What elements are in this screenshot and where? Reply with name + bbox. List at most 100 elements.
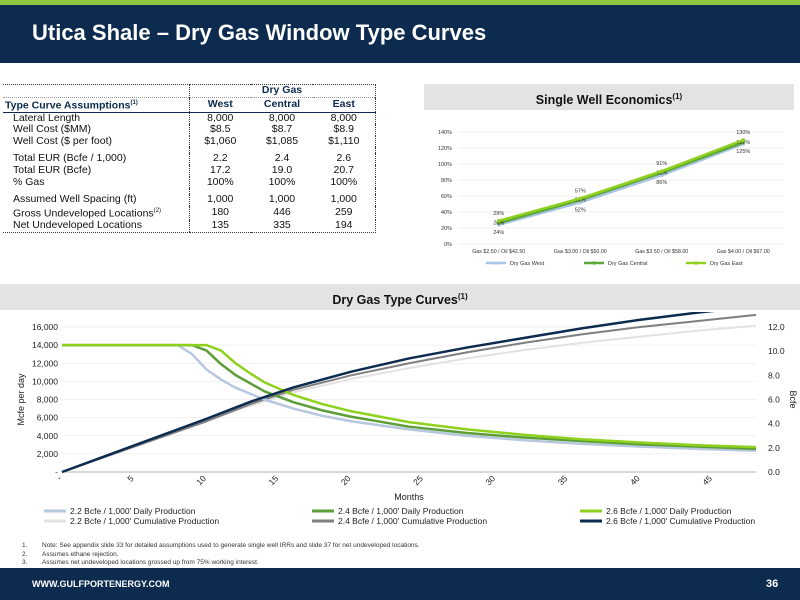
footer-bar: WWW.GULFPORTENERGY.COM 36 [0, 568, 800, 600]
data-point [741, 138, 746, 142]
x-tick-label: 20 [339, 473, 353, 487]
y2-tick-label: 4.0 [768, 419, 780, 429]
legend-marker [694, 261, 698, 265]
y-tick-label: 80% [441, 178, 452, 184]
series-line [62, 343, 757, 452]
type-curves-chart-svg: - 2,000 4,000 6,000 8,000 10,000 12,000 14,000 1… [16, 312, 798, 526]
data-label: 52% [575, 207, 586, 213]
series-line [498, 141, 744, 225]
data-label: 55% [575, 198, 586, 204]
legend-label: 2.2 Bcfe / 1,000' Cumulative Production [70, 516, 219, 526]
economics-chart-svg: 0% 20% 40% 60% 80% 100% 120% 140% Gas $2.50 / Oi… [438, 130, 784, 267]
economics-chart-header: Single Well Economics(1) [424, 84, 794, 110]
x-tick-label: Gas $3.00 / Oil $50.00 [554, 249, 607, 255]
header-bar: Utica Shale – Dry Gas Window Type Curves [0, 5, 800, 63]
series-line [61, 324, 757, 473]
data-label: 91% [656, 161, 667, 167]
data-label: 29% [493, 211, 504, 217]
series-line [62, 343, 757, 451]
legend-label: 2.4 Bcfe / 1,000' Daily Production [338, 506, 464, 516]
page-number: 36 [766, 578, 779, 590]
table-row: Net Undeveloped Locations 135 335 194 [3, 219, 376, 233]
series-line [62, 343, 757, 449]
series-line [498, 138, 744, 223]
table-row: Well Cost ($MM) $8.5 $8.7 $8.9 [3, 124, 376, 136]
legend-label: Dry Gas East [710, 261, 743, 267]
x-axis-title: Months [394, 492, 424, 502]
legend-label: 2.2 Bcfe / 1,000' Daily Production [70, 506, 196, 516]
column-header-central: Central [251, 96, 313, 113]
x-tick-label: 15 [267, 473, 281, 487]
x-tick-label: 35 [556, 473, 570, 487]
y-tick-label: 0% [444, 242, 452, 248]
x-tick-label: 25 [411, 473, 425, 487]
table-row: Assumed Well Spacing (ft) 1,000 1,000 1,00… [3, 194, 376, 206]
x-tick-label: Gas $3.50 / Oil $58.00 [635, 249, 688, 255]
data-point [578, 196, 583, 201]
y2-tick-label: 6.0 [768, 395, 780, 405]
y-tick-label: 4,000 [37, 431, 59, 441]
legend-label: 2.6 Bcfe / 1,000' Daily Production [606, 506, 732, 516]
y2-tick-label: 8.0 [768, 370, 780, 380]
y2-tick-label: 12.0 [768, 322, 785, 332]
data-label: 130% [736, 130, 750, 136]
y-tick-label: 60% [441, 194, 452, 200]
table-row: Gross Undeveloped Locations(2) 180 446 259 [3, 205, 376, 220]
table-row: % Gas 100% 100% 100% [3, 176, 376, 189]
footnote: 1. Note: See appendix slide 33 for detail… [22, 542, 420, 549]
y-axis-title: Mcfe per day [16, 373, 26, 426]
y2-tick-label: 0.0 [768, 467, 780, 477]
legend-marker [592, 261, 596, 265]
y-tick-label: 2,000 [37, 449, 59, 459]
legend-label: Dry Gas West [510, 261, 545, 267]
top-accent-stripe [0, 0, 800, 5]
data-label: 89% [656, 170, 667, 176]
data-point [496, 219, 501, 223]
website-link[interactable]: WWW.GULFPORTENERGY.COM [32, 579, 170, 589]
table-row: Total EUR (Bcfe) 17.2 19.0 20.7 [3, 164, 376, 177]
y-tick-label: 14,000 [32, 340, 58, 350]
data-label: 86% [656, 180, 667, 186]
legend-label: Dry Gas Central [608, 261, 647, 267]
table-title: Type Curve Assumptions(1) [3, 96, 189, 113]
type-curves-header: Dry Gas Type Curves(1) [0, 284, 800, 310]
legend-marker [494, 261, 498, 265]
y2-tick-label: 10.0 [768, 346, 785, 356]
series-line [498, 142, 744, 227]
data-label: 26% [493, 221, 504, 227]
y-tick-label: 16,000 [32, 322, 58, 332]
table-row: Well Cost ($ per foot) $1,060 $1,085 $1,11… [3, 135, 376, 148]
y2-tick-label: 2.0 [768, 443, 780, 453]
y-tick-label: 12,000 [32, 358, 58, 368]
y-tick-label: 10,000 [32, 376, 58, 386]
x-tick-label: Gas $4.00 / Oil $67.00 [717, 249, 770, 255]
x-tick-label: 30 [483, 473, 497, 487]
data-label: 127% [736, 140, 750, 146]
data-label: 24% [493, 230, 504, 236]
footnote: 3. Assumes net undeveloped locations gros… [22, 559, 259, 566]
series-line [61, 312, 715, 474]
y-tick-label: - [55, 467, 58, 477]
x-tick-label: 10 [194, 473, 208, 487]
column-header-east: East [313, 96, 376, 113]
data-point [659, 169, 664, 173]
column-header-west: West [188, 96, 251, 113]
slide-title: Utica Shale – Dry Gas Window Type Curves [32, 20, 487, 45]
y-tick-label: 6,000 [37, 413, 59, 423]
y-tick-label: 40% [441, 210, 452, 216]
economics-chart: 0% 20% 40% 60% 80% 100% 120% 140% Gas $2.50 / Oi… [424, 112, 794, 274]
legend-label: 2.6 Bcfe / 1,000' Cumulative Production [606, 516, 755, 526]
data-label: 125% [736, 149, 750, 155]
type-curve-assumptions-table: Dry Gas Type Curve Assumptions(1) West C… [3, 84, 376, 233]
y-tick-label: 8,000 [37, 395, 59, 405]
y-tick-label: 140% [438, 130, 452, 136]
x-tick-label: Gas $2.50 / Oil $42.50 [472, 249, 525, 255]
type-curves-chart: - 2,000 4,000 6,000 8,000 10,000 12,000 14,000 1… [0, 312, 800, 540]
footnotes: 1. Note: See appendix slide 33 for detail… [22, 542, 420, 568]
x-tick-label: - [54, 473, 63, 482]
table-row: Total EUR (Bcfe / 1,000) 2.2 2.4 2.6 [3, 153, 376, 166]
x-tick-label: 5 [125, 473, 136, 484]
footnote: 2. Assumes ethane rejection. [22, 550, 119, 558]
y-tick-label: 100% [438, 162, 452, 168]
